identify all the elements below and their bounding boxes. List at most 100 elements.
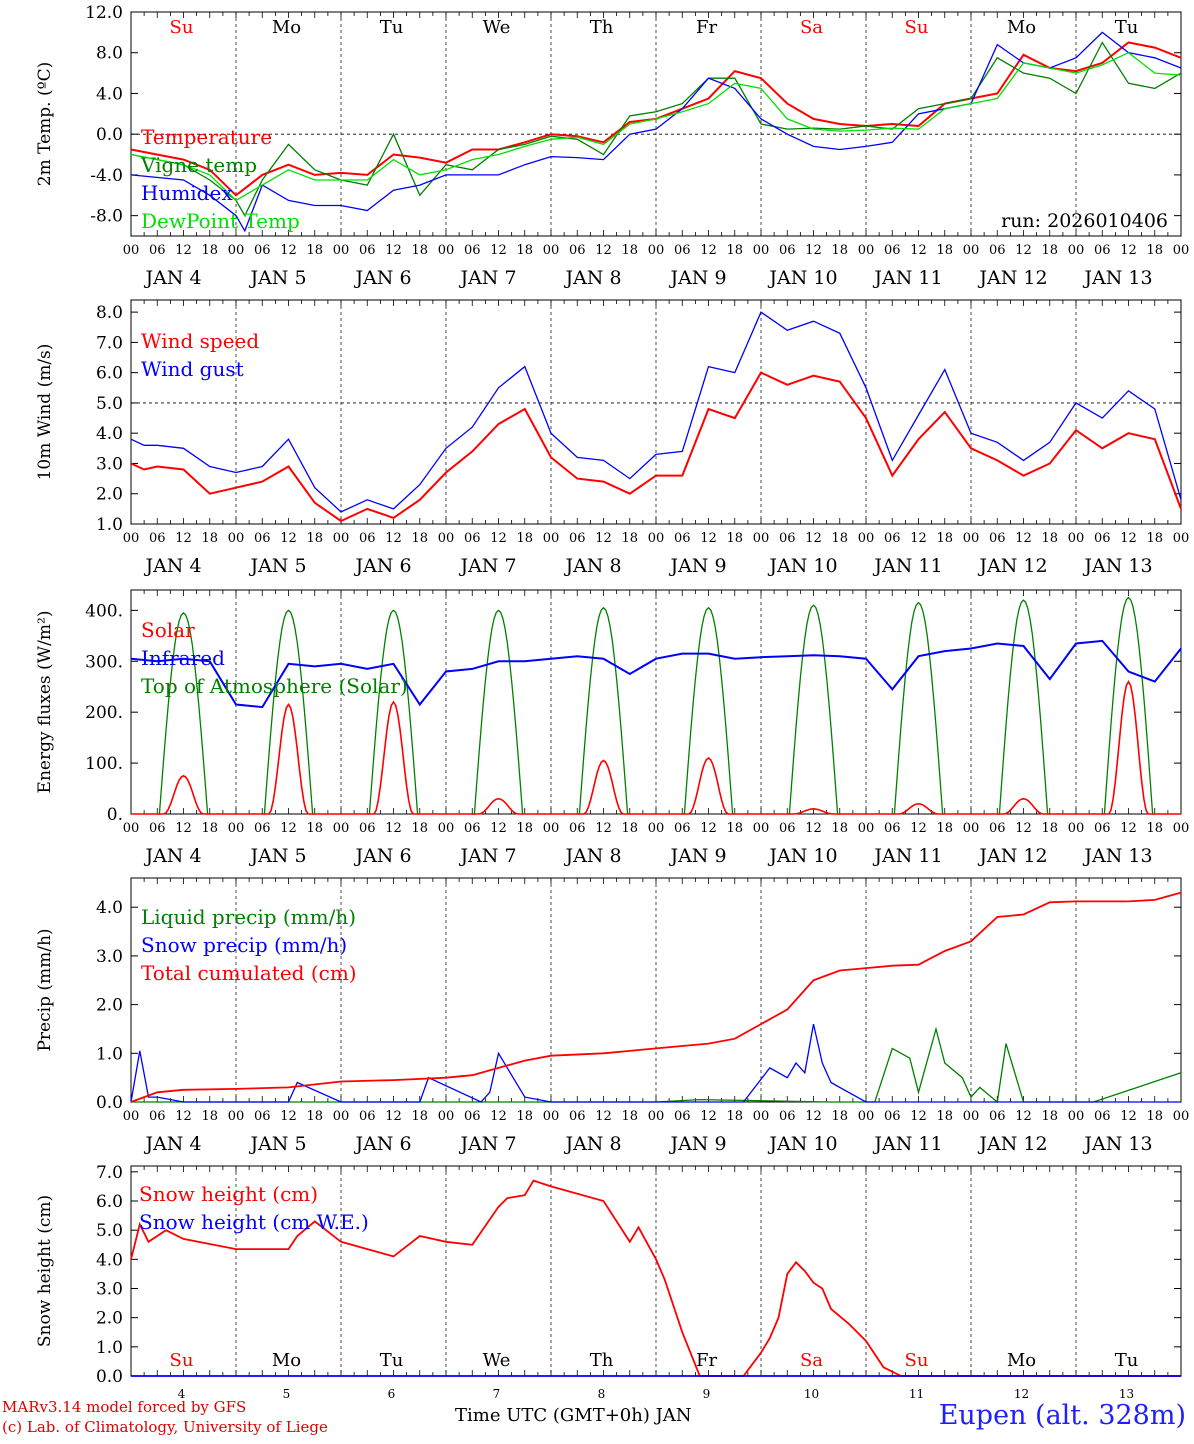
- toa-solar-line: [472, 609, 525, 815]
- date-number-label: 4: [178, 1387, 186, 1401]
- hour-tick-label: 12: [175, 531, 192, 546]
- precip-series-line: [130, 891, 1182, 1103]
- hour-tick-label: 18: [516, 821, 533, 836]
- date-label: JAN 13: [1082, 1133, 1152, 1155]
- hour-tick-label: 00: [648, 821, 665, 836]
- hour-tick-label: 06: [884, 243, 901, 258]
- hour-tick-label: 06: [989, 821, 1006, 836]
- hour-tick-label: 18: [1041, 243, 1058, 258]
- date-label: JAN 12: [977, 845, 1047, 867]
- hour-tick-label: 00: [963, 243, 980, 258]
- hour-tick-label: 00: [333, 821, 350, 836]
- day-label-top: We: [483, 17, 511, 38]
- hour-tick-label: 12: [910, 243, 927, 258]
- date-label: JAN 4: [143, 267, 201, 289]
- hour-tick-label: 06: [1094, 1109, 1111, 1124]
- hour-tick-label: 18: [831, 531, 848, 546]
- hour-tick-label: 00: [753, 243, 770, 258]
- y-tick-label: 6.0: [96, 364, 123, 384]
- hour-tick-label: 18: [306, 1109, 323, 1124]
- day-label-bottom: Tu: [1115, 1350, 1139, 1371]
- hour-tick-label: 00: [1173, 1109, 1190, 1124]
- hour-tick-label: 00: [648, 243, 665, 258]
- hour-tick-label: 12: [385, 243, 402, 258]
- hour-tick-label: 00: [333, 531, 350, 546]
- hour-tick-label: 12: [385, 531, 402, 546]
- legend-entry: Wind speed: [141, 329, 259, 353]
- y-axis-label: Snow height (cm): [35, 1195, 55, 1347]
- date-number-label: 6: [388, 1387, 396, 1401]
- hour-tick-label: 18: [411, 531, 428, 546]
- y-tick-label: 4.0: [96, 84, 123, 104]
- hour-tick-label: 18: [411, 1109, 428, 1124]
- hour-tick-label: 06: [884, 1109, 901, 1124]
- hour-tick-label: 06: [779, 821, 796, 836]
- date-label: JAN 7: [458, 1133, 516, 1155]
- hour-tick-label: 18: [411, 243, 428, 258]
- y-tick-label: 12.0: [85, 3, 123, 23]
- legend-entry: Solar: [141, 618, 195, 642]
- y-tick-label: 0.: [107, 805, 123, 825]
- date-label: JAN 13: [1082, 845, 1152, 867]
- hour-tick-label: 00: [333, 243, 350, 258]
- hour-tick-label: 00: [648, 531, 665, 546]
- hour-tick-label: 06: [989, 1109, 1006, 1124]
- hour-tick-label: 06: [674, 243, 691, 258]
- y-tick-label: 4.0: [96, 424, 123, 444]
- y-tick-label: -4.0: [90, 166, 123, 186]
- date-label: JAN 10: [767, 845, 837, 867]
- hour-tick-label: 06: [569, 1109, 586, 1124]
- y-tick-label: 4.0: [96, 1250, 123, 1270]
- hour-tick-label: 12: [595, 821, 612, 836]
- hour-tick-label: 12: [1015, 243, 1032, 258]
- date-number-label: 7: [493, 1387, 501, 1401]
- y-tick-label: 2.0: [96, 1309, 123, 1329]
- hour-tick-label: 18: [621, 821, 638, 836]
- hour-tick-label: 12: [910, 1109, 927, 1124]
- y-tick-label: 1.0: [96, 1044, 123, 1064]
- hour-tick-label: 00: [963, 531, 980, 546]
- y-axis-label: Precip (mm/h): [35, 928, 55, 1051]
- hour-tick-label: 06: [464, 243, 481, 258]
- hour-tick-label: 00: [438, 821, 455, 836]
- y-tick-label: 5.0: [96, 394, 123, 414]
- toa-solar-line: [682, 606, 735, 815]
- hour-tick-label: 18: [1041, 531, 1058, 546]
- y-tick-label: 4.0: [96, 898, 123, 918]
- day-label-bottom: We: [483, 1350, 511, 1371]
- hour-tick-label: 18: [516, 1109, 533, 1124]
- hour-tick-label: 12: [1015, 1109, 1032, 1124]
- hour-tick-label: 12: [1015, 531, 1032, 546]
- panel-frame: [130, 11, 1182, 237]
- hour-tick-label: 06: [149, 821, 166, 836]
- y-axis-label: 10m Wind (m/s): [35, 344, 55, 481]
- station-name: Eupen (alt. 328m): [938, 1400, 1186, 1431]
- credit-line-2: (c) Lab. of Climatology, University of L…: [2, 1418, 328, 1436]
- hour-tick-label: 00: [753, 821, 770, 836]
- hour-tick-label: 18: [306, 531, 323, 546]
- hour-tick-label: 00: [543, 531, 560, 546]
- date-label: JAN 10: [767, 267, 837, 289]
- date-label: JAN 5: [248, 1133, 306, 1155]
- hour-tick-label: 12: [700, 821, 717, 836]
- hour-tick-label: 12: [805, 1109, 822, 1124]
- hour-tick-label: 18: [726, 821, 743, 836]
- y-tick-label: 2.0: [96, 485, 123, 505]
- y-tick-label: 7.0: [96, 333, 123, 353]
- date-label: JAN 4: [143, 845, 201, 867]
- date-label: JAN 8: [563, 267, 621, 289]
- hour-tick-label: 00: [438, 243, 455, 258]
- hour-tick-label: 06: [674, 821, 691, 836]
- hour-tick-label: 12: [385, 821, 402, 836]
- hour-tick-label: 00: [858, 531, 875, 546]
- y-tick-label: 1.0: [96, 1338, 123, 1358]
- hour-tick-label: 12: [175, 243, 192, 258]
- y-tick-label: 400.: [85, 601, 123, 621]
- hour-tick-label: 12: [175, 1109, 192, 1124]
- hour-tick-label: 12: [1120, 1109, 1137, 1124]
- hour-tick-label: 06: [359, 821, 376, 836]
- date-label: JAN 7: [458, 845, 516, 867]
- date-label: JAN 6: [353, 1133, 411, 1155]
- hour-tick-label: 12: [490, 1109, 507, 1124]
- hour-tick-label: 12: [595, 1109, 612, 1124]
